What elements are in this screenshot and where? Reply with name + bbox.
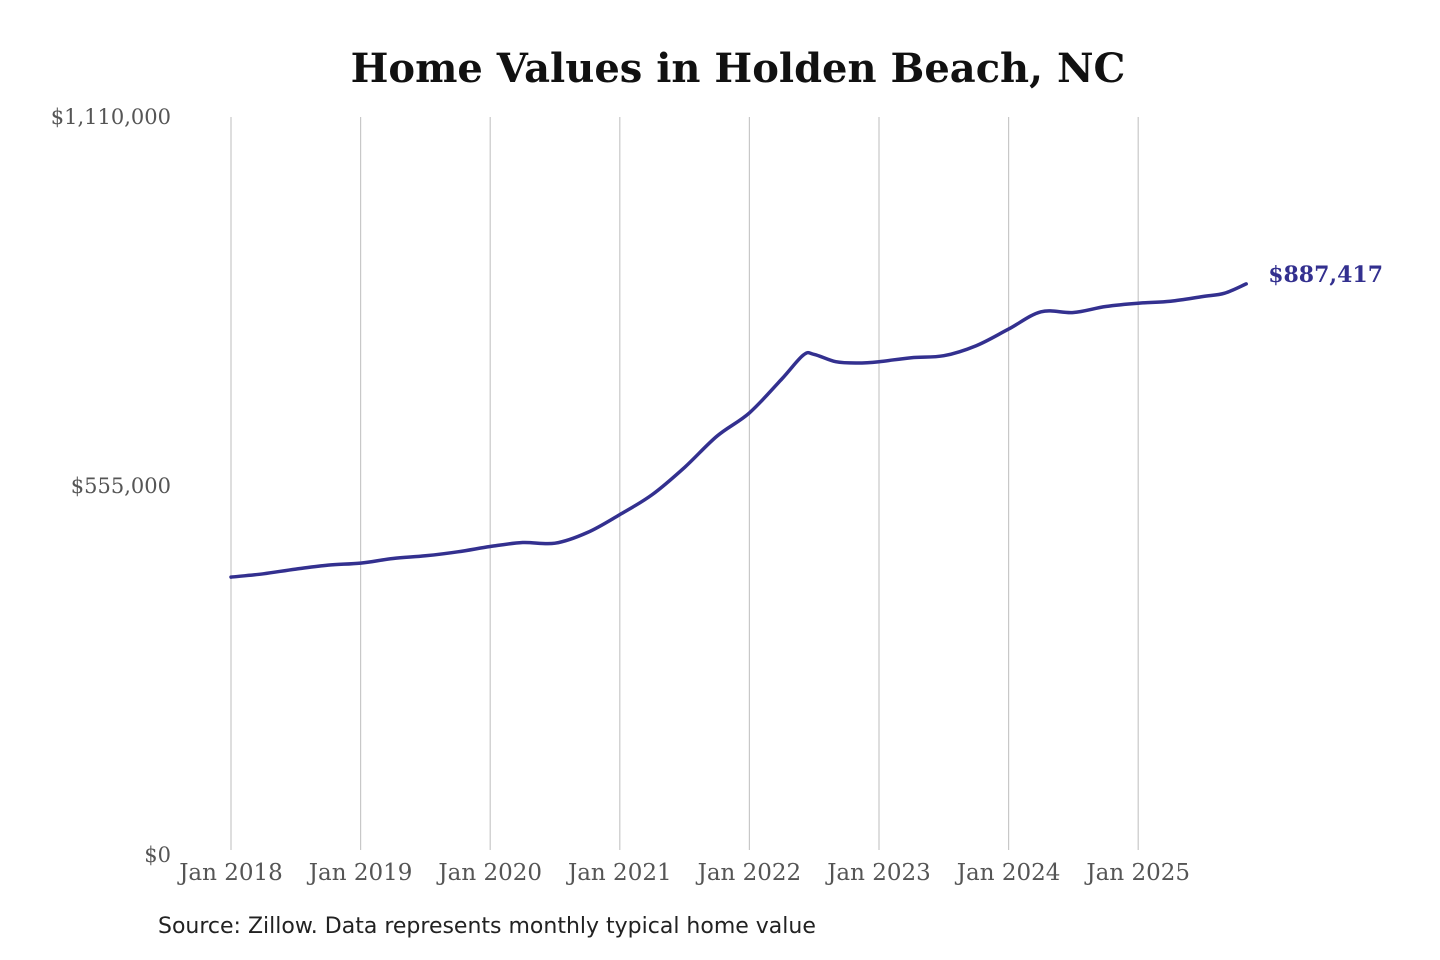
y-tick-label-2: $1,110,000 — [51, 105, 171, 129]
x-axis-ticks: Jan 2018 Jan 2019 Jan 2020 Jan 2021 Jan 2022… — [177, 860, 1190, 886]
y-tick-label-1: $555,000 — [71, 474, 171, 498]
x-tick-label-5: Jan 2023 — [825, 860, 931, 886]
x-tick-label-2: Jan 2020 — [436, 860, 542, 886]
chart-svg: Home Values in Holden Beach, NC $0 $555,0… — [51, 45, 1383, 886]
series-line-0 — [229, 282, 1248, 579]
grid-lines — [230, 117, 1139, 850]
x-tick-label-1: Jan 2019 — [307, 860, 413, 886]
series-layer — [229, 282, 1248, 579]
x-tick-label-3: Jan 2021 — [566, 860, 672, 886]
x-tick-label-0: Jan 2018 — [177, 860, 283, 886]
source-note: Source: Zillow. Data represents monthly … — [158, 914, 816, 939]
end-value-label: $887,417 — [1268, 262, 1383, 288]
x-tick-label-4: Jan 2022 — [696, 860, 802, 886]
x-tick-label-7: Jan 2025 — [1084, 860, 1190, 886]
y-tick-label-0: $0 — [144, 843, 171, 867]
chart-title: Home Values in Holden Beach, NC — [351, 45, 1126, 92]
x-tick-label-6: Jan 2024 — [955, 860, 1061, 886]
y-axis-ticks: $0 $555,000 $1,110,000 — [51, 105, 171, 867]
